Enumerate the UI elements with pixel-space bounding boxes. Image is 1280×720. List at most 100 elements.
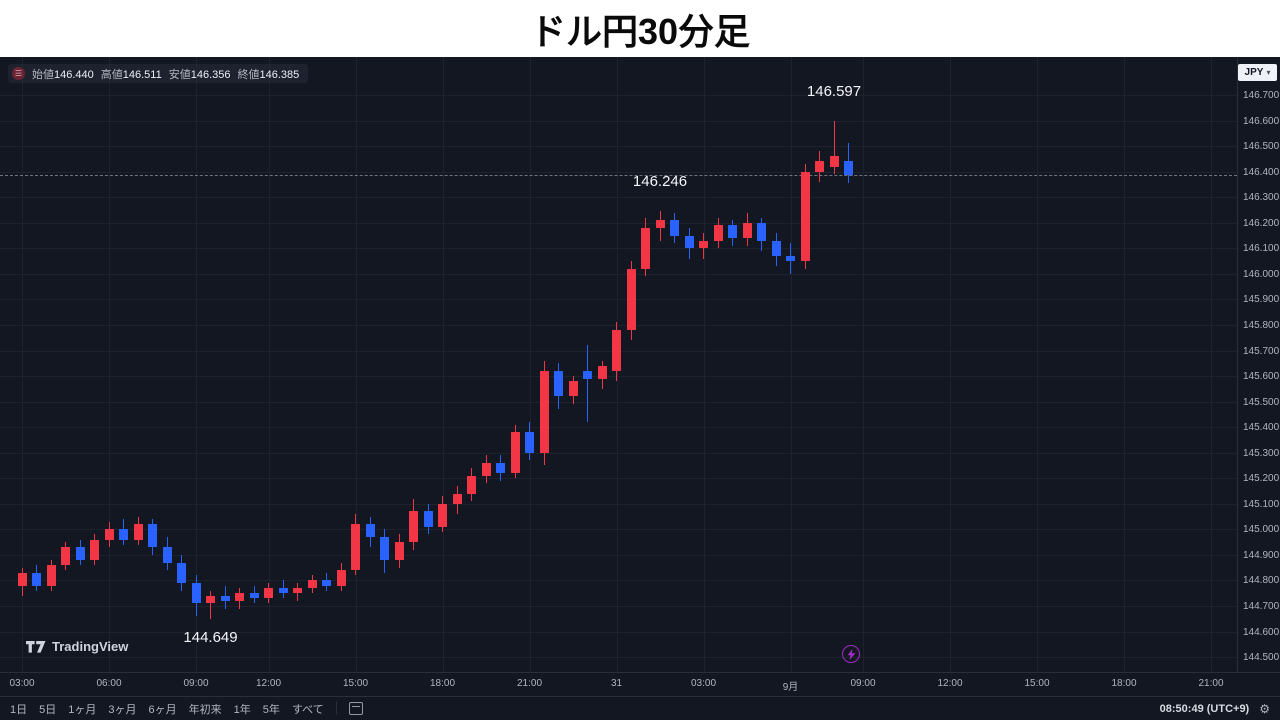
candle-body xyxy=(32,572,41,586)
candle-body xyxy=(46,565,56,586)
price-axis-label: 145.200 xyxy=(1243,473,1280,485)
range-button-3m[interactable]: 3ヶ月 xyxy=(108,701,136,717)
candle-body xyxy=(452,493,462,504)
price-axis-label: 144.600 xyxy=(1243,626,1280,638)
grid-line-horizontal xyxy=(0,427,1237,429)
candle-body xyxy=(597,365,607,379)
grid-line-horizontal xyxy=(0,452,1237,454)
candle-body xyxy=(148,524,157,548)
candle-body xyxy=(351,524,360,571)
candle-body xyxy=(670,220,679,236)
candle-body xyxy=(539,370,549,453)
candle-body xyxy=(481,462,491,476)
legend-high-label: 高値 xyxy=(100,68,123,81)
go-to-date-icon[interactable] xyxy=(348,702,363,715)
range-button-all[interactable]: すべて xyxy=(292,701,324,717)
candle-body xyxy=(235,593,244,601)
time-tick-label: 15:00 xyxy=(1024,678,1050,689)
legend-high-value: 146.511 xyxy=(122,68,162,81)
grid-line-horizontal xyxy=(0,95,1237,96)
candle-body xyxy=(264,588,273,599)
time-tick-label: 9月 xyxy=(782,682,799,693)
candle-body xyxy=(220,595,230,601)
clock-group: 08:50:49 (UTC+9) ⚙ xyxy=(1160,702,1270,716)
candle-body xyxy=(699,240,708,249)
lightning-icon[interactable] xyxy=(842,645,860,663)
price-axis-label: 146.100 xyxy=(1243,243,1280,255)
candle-body xyxy=(249,593,259,599)
candle-body xyxy=(104,529,114,540)
candle-body xyxy=(119,529,128,540)
price-axis-label: 144.900 xyxy=(1243,549,1280,561)
range-button-1m[interactable]: 1ヶ月 xyxy=(68,701,96,717)
page-title: ドル円30分足 xyxy=(0,0,1280,57)
grid-line-vertical xyxy=(1037,57,1038,672)
grid-line-vertical xyxy=(863,57,864,672)
time-tick-label: 18:00 xyxy=(1111,678,1137,689)
price-axis-label: 146.300 xyxy=(1243,192,1280,204)
grid-line-horizontal xyxy=(0,299,1237,301)
range-button-6m[interactable]: 6ヶ月 xyxy=(149,701,177,717)
time-axis[interactable]: 03:00 06:00 09:00 12:00 15:00 18:00 21:00 31 03:… xyxy=(0,672,1280,696)
legend-high: 高値146.511 xyxy=(101,66,162,82)
price-axis-label: 145.600 xyxy=(1243,371,1280,383)
legend-menu-icon[interactable]: ☰ xyxy=(12,67,25,80)
grid-line-horizontal xyxy=(0,606,1237,607)
candle-body xyxy=(191,583,201,604)
range-button-1y[interactable]: 1年 xyxy=(234,701,251,717)
grid-line-horizontal xyxy=(0,146,1237,148)
range-button-ytd[interactable]: 年初来 xyxy=(189,701,222,717)
currency-selector[interactable]: JPY ▾ xyxy=(1238,64,1277,81)
legend-low-value: 146.356 xyxy=(190,68,231,81)
tradingview-logo[interactable]: TradingView xyxy=(26,639,128,654)
price-axis-label: 145.100 xyxy=(1243,498,1280,510)
grid-line-vertical xyxy=(442,57,444,672)
candle-body xyxy=(655,220,665,228)
legend-close-value: 146.385 xyxy=(259,68,300,81)
candle-body xyxy=(583,370,592,379)
range-button-5y[interactable]: 5年 xyxy=(263,701,280,717)
price-axis[interactable]: 146.700 146.600 146.500 146.400 146.300 146.2… xyxy=(1237,57,1280,672)
candle-body xyxy=(496,462,505,474)
price-axis-label: 146.600 xyxy=(1243,115,1280,127)
grid-line-vertical xyxy=(1211,57,1212,672)
time-tick-label: 03:00 xyxy=(690,678,717,689)
time-tick-label: 15:00 xyxy=(342,678,369,689)
price-axis-label: 144.700 xyxy=(1243,601,1280,612)
price-annotation: 144.649 xyxy=(183,629,238,647)
grid-line-horizontal xyxy=(0,120,1237,122)
price-axis-label: 145.400 xyxy=(1243,422,1280,434)
price-annotation: 146.597 xyxy=(806,83,862,101)
grid-line-vertical xyxy=(950,57,951,672)
candle-wick xyxy=(587,345,588,423)
range-button-5d[interactable]: 5日 xyxy=(39,701,56,717)
chevron-down-icon: ▾ xyxy=(1266,68,1271,77)
tradingview-logo-text: TradingView xyxy=(52,639,129,654)
toolbar-divider xyxy=(335,702,337,715)
time-tick-label: 12:00 xyxy=(255,678,282,689)
candle-wick xyxy=(833,121,835,175)
candle-body xyxy=(510,432,520,474)
candle-body xyxy=(278,588,288,594)
grid-line-horizontal xyxy=(0,529,1237,531)
candle-body xyxy=(684,235,694,249)
grid-line-horizontal xyxy=(0,324,1237,326)
grid-line-vertical xyxy=(355,57,357,672)
legend-low-label: 安値 xyxy=(168,68,191,81)
time-tick-label: 09:00 xyxy=(183,678,209,689)
price-axis-label: 145.900 xyxy=(1243,294,1280,306)
grid-line-horizontal xyxy=(0,478,1237,480)
chart-plot[interactable]: 144.649 146.246 146.597 xyxy=(0,57,1237,672)
candle-body xyxy=(177,562,186,583)
price-axis-label: 144.500 xyxy=(1243,652,1280,664)
grid-line-horizontal xyxy=(0,273,1237,275)
settings-gear-icon[interactable]: ⚙ xyxy=(1259,701,1270,716)
candle-body xyxy=(61,547,70,566)
price-axis-label: 145.500 xyxy=(1243,396,1280,408)
range-button-1d[interactable]: 1日 xyxy=(10,701,27,717)
price-axis-label: 146.500 xyxy=(1243,141,1280,153)
grid-line-vertical xyxy=(703,57,705,672)
candle-body xyxy=(728,225,737,239)
candle-body xyxy=(771,240,781,256)
clock[interactable]: 08:50:49 (UTC+9) xyxy=(1159,702,1250,715)
